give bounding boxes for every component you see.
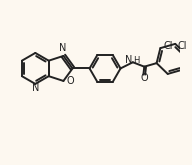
Text: O: O — [140, 73, 148, 83]
Text: Cl: Cl — [164, 41, 173, 51]
Text: N: N — [125, 55, 132, 65]
Text: N: N — [59, 43, 66, 53]
Text: O: O — [67, 76, 74, 86]
Text: N: N — [32, 83, 39, 93]
Text: Cl: Cl — [178, 41, 187, 51]
Text: H: H — [133, 56, 140, 65]
